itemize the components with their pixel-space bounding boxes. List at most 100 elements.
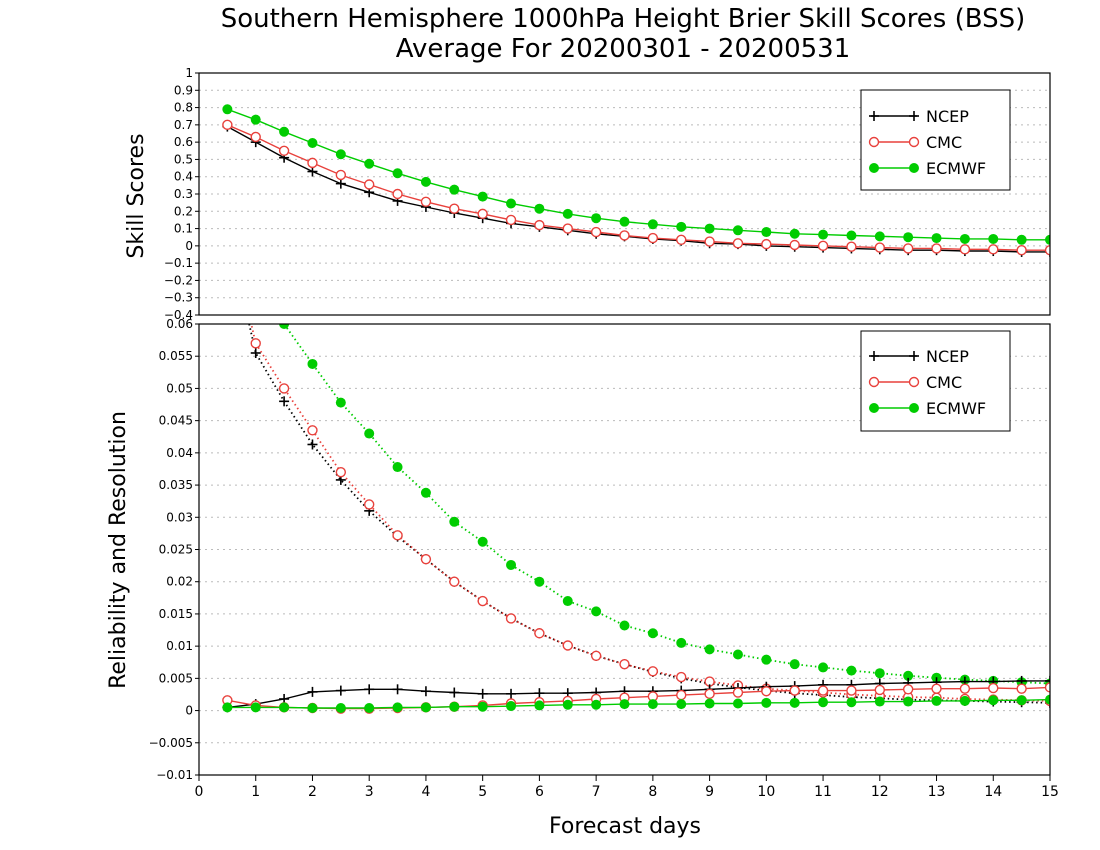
series-ecmwf-dotted bbox=[279, 324, 1050, 689]
ecmwf-marker bbox=[307, 138, 318, 149]
ecmwf-marker bbox=[279, 702, 290, 713]
cmc-marker bbox=[278, 383, 290, 394]
ecmwf-marker bbox=[903, 670, 914, 681]
cmc-marker bbox=[1016, 244, 1027, 256]
ecmwf-marker bbox=[874, 231, 885, 242]
cmc-marker bbox=[307, 157, 318, 169]
y-tick-label: 0.01 bbox=[166, 639, 193, 653]
ecmwf-marker bbox=[732, 649, 743, 660]
ecmwf-marker bbox=[222, 104, 233, 115]
ecmwf-marker bbox=[449, 701, 460, 712]
x-tick-label: 11 bbox=[814, 784, 832, 800]
ecmwf-marker bbox=[250, 702, 261, 713]
ecmwf-marker bbox=[420, 487, 431, 498]
ecmwf-marker bbox=[392, 462, 403, 473]
x-axis-label: Forecast days bbox=[549, 814, 701, 839]
ecmwf-marker bbox=[789, 697, 800, 708]
ecmwf-marker bbox=[704, 223, 715, 234]
ecmwf-marker bbox=[869, 403, 879, 413]
skill-scores-panel: −0.4 −0.3 −0.2 −0.1 0 0.1 0.2 0.3 0.4 0.5 0.6 0.7 0.… bbox=[164, 66, 1051, 322]
cmc-marker bbox=[562, 640, 573, 651]
cmc-marker bbox=[676, 671, 687, 683]
ecmwf-marker bbox=[704, 644, 715, 655]
ecmwf-marker bbox=[761, 227, 772, 238]
ecmwf-marker bbox=[761, 654, 772, 665]
legend-top: NCEP CMC ECMWF bbox=[860, 89, 1011, 191]
ecmwf-marker bbox=[392, 702, 403, 713]
ecmwf-marker bbox=[449, 184, 460, 195]
ecmwf-marker bbox=[761, 697, 772, 708]
cmc-marker bbox=[364, 179, 375, 190]
x-tick-label: 6 bbox=[535, 784, 544, 800]
cmc-marker bbox=[392, 530, 403, 541]
y-tick-label: 0.015 bbox=[159, 607, 193, 621]
y-tick-label: 0.7 bbox=[174, 118, 193, 132]
ecmwf-marker bbox=[506, 559, 517, 570]
cmc-marker bbox=[874, 684, 885, 696]
cmc-marker bbox=[420, 196, 432, 207]
y-tick-label: 0 bbox=[185, 239, 193, 253]
x-tick-label: 4 bbox=[421, 784, 430, 800]
cmc-marker bbox=[874, 242, 885, 253]
series-line bbox=[248, 324, 1050, 704]
y-tick-label: 0.035 bbox=[159, 478, 193, 492]
ecmwf-marker bbox=[619, 699, 630, 710]
cmc-marker bbox=[1044, 682, 1050, 693]
y-tick-label: 0.02 bbox=[166, 575, 193, 589]
x-tick-label: 10 bbox=[757, 784, 775, 800]
cmc-marker bbox=[868, 136, 880, 148]
cmc-marker bbox=[931, 243, 942, 254]
ecmwf-marker bbox=[846, 665, 857, 676]
ecmwf-marker bbox=[364, 428, 375, 439]
cmc-marker bbox=[704, 688, 715, 700]
cmc-marker bbox=[868, 376, 880, 388]
legend-label-cmc: CMC bbox=[926, 373, 962, 392]
ecmwf-marker bbox=[704, 698, 715, 709]
legend-label-ncep: NCEP bbox=[926, 107, 969, 126]
ecmwf-marker bbox=[909, 163, 919, 173]
y-tick-label: 0.3 bbox=[174, 187, 193, 201]
cmc-marker bbox=[619, 658, 630, 670]
x-tick-label: 7 bbox=[592, 784, 601, 800]
y-tick-label: −0.1 bbox=[164, 256, 193, 270]
cmc-marker bbox=[647, 666, 659, 677]
ecmwf-marker bbox=[562, 699, 573, 710]
x-axis: 0 1 2 3 4 5 6 7 8 9 10 11 12 13 14 15 bbox=[195, 775, 1059, 800]
ecmwf-marker bbox=[591, 213, 602, 224]
ecmwf-marker bbox=[959, 233, 970, 244]
y-tick-label: 0.045 bbox=[159, 414, 193, 428]
ecmwf-marker bbox=[591, 699, 602, 710]
ecmwf-marker bbox=[818, 697, 829, 708]
ecmwf-marker bbox=[534, 203, 545, 214]
ecmwf-marker bbox=[846, 230, 857, 241]
y-tick-label: 0.8 bbox=[174, 101, 193, 115]
x-tick-label: 2 bbox=[308, 784, 317, 800]
ecmwf-marker bbox=[222, 702, 233, 713]
cmc-marker bbox=[250, 338, 261, 349]
ecmwf-marker bbox=[732, 225, 743, 236]
ecmwf-marker bbox=[477, 701, 488, 712]
cmc-marker bbox=[449, 203, 460, 214]
cmc-marker bbox=[562, 223, 573, 234]
cmc-marker bbox=[959, 683, 971, 694]
series-line bbox=[250, 324, 1050, 702]
cmc-marker bbox=[534, 628, 545, 639]
y-tick-label: 0.2 bbox=[174, 204, 193, 218]
cmc-marker bbox=[817, 240, 829, 252]
reliability-resolution-panel: −0.01 −0.005 0 0.005 0.01 0.015 0.02 0.025 0.03 0… bbox=[149, 317, 1051, 782]
cmc-marker bbox=[908, 376, 920, 388]
cmc-marker bbox=[590, 226, 602, 238]
y-tick-label: 0.1 bbox=[174, 222, 193, 236]
cmc-marker bbox=[1016, 683, 1027, 694]
ecmwf-marker bbox=[364, 702, 375, 713]
series-cmc-dotted bbox=[250, 324, 1050, 707]
cmc-marker bbox=[250, 131, 261, 143]
ecmwf-marker bbox=[676, 637, 687, 648]
ecmwf-marker bbox=[506, 701, 517, 712]
ecmwf-marker bbox=[789, 659, 800, 670]
ecmwf-marker bbox=[477, 536, 488, 547]
ecmwf-marker bbox=[818, 229, 829, 240]
x-tick-label: 12 bbox=[871, 784, 889, 800]
y-tick-label: 0.4 bbox=[174, 170, 193, 184]
cmc-marker bbox=[505, 613, 517, 624]
